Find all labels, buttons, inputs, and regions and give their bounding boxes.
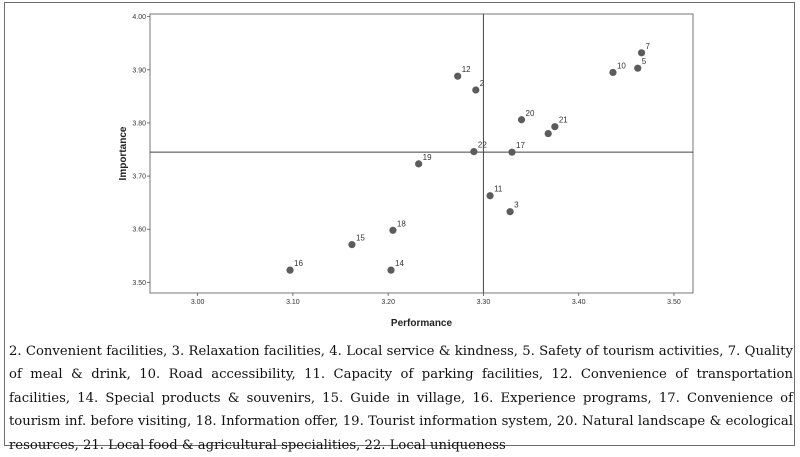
x-tick-label: 3.50 bbox=[667, 299, 681, 306]
axes: 3.00 3.10 3.20 3.30 3.40 3.50 3.50 3.60 3.70 3.80… bbox=[118, 13, 694, 329]
data-point-7 bbox=[637, 49, 646, 57]
data-point-16 bbox=[286, 266, 294, 274]
data-point-19 bbox=[415, 160, 423, 168]
plot-area-border bbox=[149, 13, 694, 294]
data-label-15: 15 bbox=[356, 234, 365, 243]
x-axis-title: Performance bbox=[391, 318, 453, 329]
x-tick-label: 3.40 bbox=[572, 299, 586, 306]
data-label-5: 5 bbox=[642, 57, 647, 66]
data-label-11: 11 bbox=[494, 185, 503, 194]
data-label-7: 7 bbox=[646, 42, 651, 51]
data-point-17 bbox=[508, 148, 516, 156]
x-tick-label: 3.20 bbox=[381, 299, 395, 306]
y-tick-label: 3.50 bbox=[132, 280, 146, 287]
data-label-17: 17 bbox=[516, 141, 525, 150]
y-tick-label: 3.60 bbox=[132, 227, 146, 234]
data-point-11 bbox=[486, 192, 494, 200]
data-point-14 bbox=[387, 266, 395, 274]
data-label-22: 22 bbox=[478, 141, 487, 150]
x-tick-label: 3.30 bbox=[477, 299, 491, 306]
data-label-14: 14 bbox=[395, 259, 404, 268]
data-point-5 bbox=[634, 64, 642, 72]
ipa-scatter-chart: 3.00 3.10 3.20 3.30 3.40 3.50 3.50 3.60 3.70 3.80… bbox=[118, 13, 694, 329]
data-label-21: 21 bbox=[559, 116, 568, 125]
y-tick-label: 3.70 bbox=[132, 174, 146, 181]
data-point-21 bbox=[551, 123, 559, 131]
data-label-3: 3 bbox=[514, 201, 519, 210]
data-point-18 bbox=[389, 226, 397, 234]
data-label-20: 20 bbox=[526, 109, 535, 118]
y-tick-label: 3.90 bbox=[132, 67, 146, 74]
data-point-12 bbox=[454, 72, 462, 80]
data-label-12: 12 bbox=[462, 65, 471, 74]
data-point-10 bbox=[609, 68, 617, 77]
figure-frame: 3.00 3.10 3.20 3.30 3.40 3.50 3.50 3.60 3.70 3.80… bbox=[4, 2, 795, 453]
x-tick-label: 3.10 bbox=[286, 299, 300, 306]
data-point-4 bbox=[544, 129, 552, 138]
data-label-2: 2 bbox=[480, 79, 485, 88]
data-point-2 bbox=[472, 86, 480, 94]
data-point-15 bbox=[348, 241, 356, 249]
data-label-16: 16 bbox=[294, 259, 303, 268]
y-tick-label: 4.00 bbox=[132, 14, 146, 21]
data-label-19: 19 bbox=[423, 153, 432, 162]
data-label-10: 10 bbox=[617, 61, 626, 70]
data-point-22 bbox=[470, 148, 478, 156]
data-points: 23457101112141516171819202122 bbox=[286, 42, 651, 274]
x-tick-label: 3.00 bbox=[191, 299, 205, 306]
data-point-20 bbox=[517, 116, 526, 124]
data-label-18: 18 bbox=[397, 219, 406, 228]
figure-caption: 2. Convenient facilities, 3. Relaxation … bbox=[9, 344, 793, 453]
y-tick-label: 3.80 bbox=[132, 120, 146, 127]
y-axis-title: Importance bbox=[118, 126, 129, 180]
data-point-3 bbox=[506, 208, 514, 216]
